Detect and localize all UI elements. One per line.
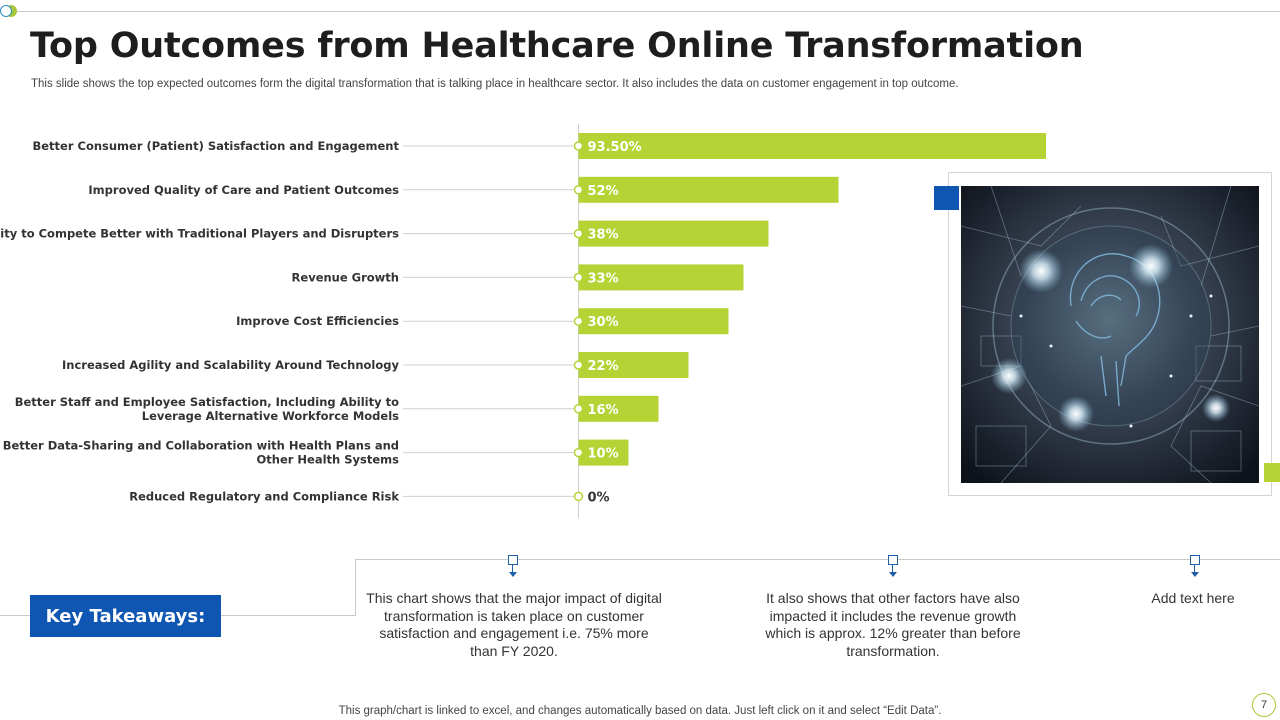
takeaways-timeline-line: [355, 559, 1280, 560]
chart-bar: [578, 220, 769, 247]
chart-bar: [578, 264, 744, 291]
chart-bar: [578, 439, 629, 466]
chart-category-label: Improved Quality of Care and Patient Out…: [88, 183, 399, 197]
chart-bar: [578, 352, 689, 378]
chart-category-label: Leverage Alternative Workforce Models: [142, 409, 399, 423]
chart-category-label: Revenue Growth: [292, 270, 399, 284]
takeaway-text-1: This chart shows that the major impact o…: [366, 590, 662, 659]
takeaway-text-3: Add text here: [1151, 590, 1235, 606]
takeaway-marker-2: [886, 555, 900, 581]
key-takeaways-label: Key Takeaways:: [30, 595, 221, 637]
chart-axis-dot: [573, 185, 584, 195]
footer-note: This graph/chart is linked to excel, and…: [338, 705, 942, 717]
chart-value-label: 10%: [588, 447, 619, 462]
chart-category-label: Ability to Compete Better with Tradition…: [0, 227, 399, 241]
image-accent-blue: [934, 186, 959, 210]
chart-category-label: Other Health Systems: [257, 453, 400, 467]
chart-axis-dot: [573, 404, 584, 414]
chart-bar: [578, 133, 1046, 159]
chart-value-label: 52%: [588, 184, 619, 199]
chart-value-label: 93.50%: [588, 140, 642, 155]
chart-axis-dot: [573, 228, 584, 239]
takeaway-marker-1: [506, 555, 520, 581]
takeaway-text-2: It also shows that other factors have al…: [765, 590, 1021, 659]
chart-axis-dot: [573, 447, 584, 458]
chart-category-label: Better Staff and Employee Satisfaction, …: [15, 395, 399, 409]
chart-axis-dot: [573, 272, 584, 283]
chart-category-label: Increased Agility and Scalability Around…: [62, 358, 400, 372]
chart-axis-dot: [573, 316, 584, 326]
chart-value-label: 38%: [588, 228, 619, 243]
digital-brain-image: [961, 186, 1259, 483]
takeaways-connector-vertical: [355, 559, 356, 616]
chart-value-label: 0%: [588, 490, 610, 505]
chart-axis-dot: [573, 360, 584, 370]
chart-category-label: Better Consumer (Patient) Satisfaction a…: [32, 139, 399, 153]
chart-category-label: Reduced Regulatory and Compliance Risk: [129, 489, 399, 503]
chart-bar: [578, 308, 729, 335]
chart-bar: [578, 395, 659, 422]
chart-axis-dot: [573, 491, 584, 502]
page-number: 7: [1252, 693, 1276, 717]
outcomes-bar-chart: Better Consumer (Patient) Satisfaction a…: [0, 124, 1046, 518]
top-rule: [14, 11, 1280, 12]
chart-value-label: 22%: [588, 359, 619, 374]
page-subtitle: This slide shows the top expected outcom…: [31, 78, 959, 90]
chart-bar: [578, 176, 839, 203]
chart-value-label: 33%: [588, 271, 619, 286]
chart-category-label: Better Data-Sharing and Collaboration wi…: [3, 439, 399, 453]
takeaway-marker-3: [1188, 555, 1202, 581]
chart-value-label: 30%: [588, 315, 619, 330]
chart-value-label: 16%: [588, 403, 619, 418]
chart-category-label: Improve Cost Efficiencies: [236, 314, 399, 328]
image-accent-green: [1264, 463, 1280, 482]
page-title: Top Outcomes from Healthcare Online Tran…: [30, 26, 1084, 66]
chart-axis-dot: [573, 141, 584, 151]
slide-logo-icon: [0, 4, 18, 18]
